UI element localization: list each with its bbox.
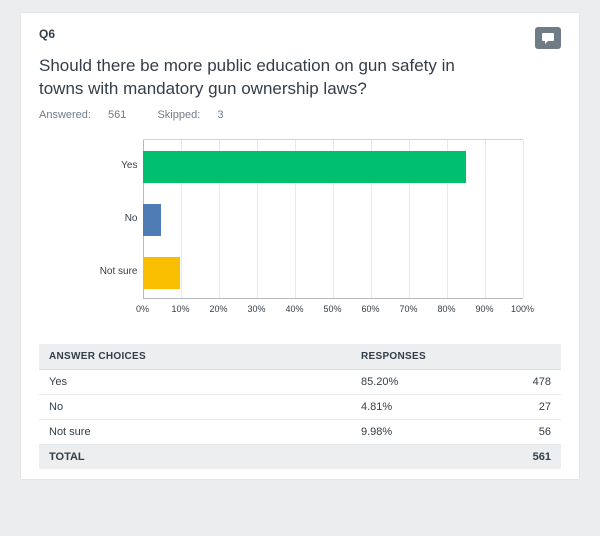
x-tick-label: 40%: [285, 304, 303, 314]
question-title: Should there be more public education on…: [39, 55, 469, 101]
question-card: Q6 Should there be more public education…: [20, 12, 580, 480]
category-label: Not sure: [78, 266, 138, 277]
x-tick-label: 50%: [323, 304, 341, 314]
cell-total-pct: [351, 444, 491, 469]
x-tick-label: 30%: [247, 304, 265, 314]
category-label: Yes: [78, 160, 138, 171]
question-number: Q6: [39, 27, 55, 41]
table-row: Yes85.20%478: [39, 369, 561, 394]
bar: [143, 257, 181, 289]
cell-pct: 4.81%: [351, 394, 491, 419]
responses-table: ANSWER CHOICES RESPONSES Yes85.20%478No4…: [39, 344, 561, 469]
bar: [143, 151, 467, 183]
x-tick-label: 100%: [511, 304, 534, 314]
x-tick-label: 90%: [475, 304, 493, 314]
grid-line: [485, 140, 486, 298]
x-tick-label: 80%: [437, 304, 455, 314]
speech-bubble-icon: [541, 32, 555, 45]
question-meta: Answered: 561 Skipped: 3: [39, 109, 561, 121]
cell-total-count: 561: [491, 444, 561, 469]
cell-label: Not sure: [39, 419, 351, 444]
table-row: Not sure9.98%56: [39, 419, 561, 444]
cell-pct: 85.20%: [351, 369, 491, 394]
col-header-choices: ANSWER CHOICES: [39, 344, 351, 370]
cell-total-label: TOTAL: [39, 444, 351, 469]
chart-plot-area: [143, 139, 523, 299]
bar-row: [143, 151, 467, 183]
bar-row: [143, 204, 161, 236]
table-row: No4.81%27: [39, 394, 561, 419]
skipped-meta: Skipped: 3: [157, 109, 237, 121]
cell-count: 478: [491, 369, 561, 394]
x-tick-label: 70%: [399, 304, 417, 314]
cell-count: 56: [491, 419, 561, 444]
x-tick-label: 10%: [171, 304, 189, 314]
col-header-responses: RESPONSES: [351, 344, 491, 370]
grid-line: [523, 140, 524, 298]
cell-count: 27: [491, 394, 561, 419]
cell-label: Yes: [39, 369, 351, 394]
bar-row: [143, 257, 181, 289]
table-header-row: ANSWER CHOICES RESPONSES: [39, 344, 561, 370]
question-header: Q6: [39, 27, 561, 49]
table-total-row: TOTAL 561: [39, 444, 561, 469]
x-tick-label: 20%: [209, 304, 227, 314]
category-label: No: [78, 213, 138, 224]
answered-meta: Answered: 561: [39, 109, 143, 121]
bar-chart: 0%10%20%30%40%50%60%70%80%90%100%YesNoNo…: [78, 139, 523, 324]
bar: [143, 204, 161, 236]
x-tick-label: 0%: [136, 304, 149, 314]
col-header-count: [491, 344, 561, 370]
cell-label: No: [39, 394, 351, 419]
x-tick-label: 60%: [361, 304, 379, 314]
cell-pct: 9.98%: [351, 419, 491, 444]
comments-button[interactable]: [535, 27, 561, 49]
